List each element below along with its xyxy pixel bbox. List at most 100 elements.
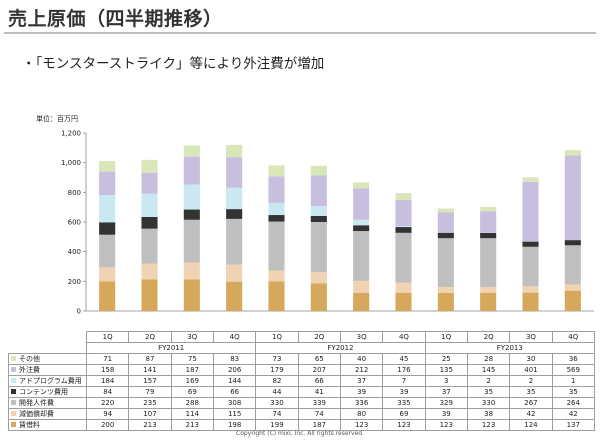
bar-segment bbox=[310, 283, 327, 311]
bar-segment bbox=[480, 238, 497, 288]
table-cell: 66 bbox=[297, 375, 341, 387]
bar-segment bbox=[226, 264, 243, 282]
table-cell: 137 bbox=[551, 419, 595, 431]
quarter-label: 1Q bbox=[85, 331, 130, 343]
table-cell: 2 bbox=[466, 375, 511, 387]
legend-swatch bbox=[11, 421, 16, 427]
bar-segment bbox=[183, 219, 200, 263]
y-tick-label: 1,200 bbox=[61, 130, 81, 138]
table-cell: 1 bbox=[551, 375, 595, 387]
bar-segment bbox=[310, 222, 327, 273]
table-row: アドプログラム費用 184 157 169 144 82 66 37 7 3 2 2 1 bbox=[8, 375, 595, 387]
bullet-text: ・「モンスターストライク」等により外注費が増加 bbox=[22, 56, 325, 72]
bar-segment bbox=[395, 193, 412, 200]
table-cell: 124 bbox=[509, 419, 553, 431]
y-tick-label: 1,000 bbox=[61, 159, 81, 167]
copyright-footer: Copyright (C) mixi, Inc. All rights rese… bbox=[236, 430, 364, 437]
quarter-label: 4Q bbox=[212, 331, 257, 343]
bar-segment bbox=[141, 216, 158, 229]
table-cell: 36 bbox=[551, 353, 595, 365]
table-cell: 198 bbox=[212, 419, 257, 431]
bar-segment bbox=[437, 292, 454, 311]
table-cell: 569 bbox=[551, 364, 595, 376]
table-cell: 79 bbox=[128, 386, 172, 398]
fiscal-year-label: FY2013 bbox=[424, 342, 595, 354]
title-divider bbox=[4, 32, 596, 34]
table-cell: 187 bbox=[170, 364, 214, 376]
y-tick-label: 200 bbox=[68, 278, 81, 286]
table-cell: 39 bbox=[424, 408, 468, 420]
y-tick-label: 800 bbox=[68, 189, 81, 197]
bar-segment bbox=[564, 155, 581, 240]
bar-segment bbox=[226, 209, 243, 219]
bar-segment bbox=[564, 290, 581, 311]
stacked-bar-chart: 単位：百万円 0 200 400 600 800 1,000 1,200 bbox=[36, 114, 594, 316]
series-label: 賃借料 bbox=[8, 419, 87, 431]
table-cell: 42 bbox=[551, 408, 595, 420]
bar-segment bbox=[141, 193, 158, 217]
bar-segment bbox=[99, 195, 116, 223]
quarter-label: 3Q bbox=[509, 331, 553, 343]
legend-swatch bbox=[11, 366, 16, 372]
bar-segment bbox=[268, 281, 285, 311]
table-cell: 69 bbox=[382, 408, 426, 420]
bar-segment bbox=[226, 218, 243, 265]
table-cell: 335 bbox=[382, 397, 426, 409]
bar-segment bbox=[480, 207, 497, 212]
quarter-label: 4Q bbox=[551, 331, 595, 343]
table-cell: 207 bbox=[297, 364, 341, 376]
table-header-blank bbox=[8, 331, 87, 343]
bar-segment bbox=[226, 157, 243, 188]
quarter-label: 1Q bbox=[424, 331, 468, 343]
series-name: 減価償却費 bbox=[19, 409, 54, 418]
bar-segment bbox=[310, 175, 327, 207]
table-cell: 35 bbox=[466, 386, 511, 398]
bar-segment bbox=[522, 292, 539, 311]
table-cell: 87 bbox=[128, 353, 172, 365]
bar-segment bbox=[268, 165, 285, 177]
series-label: 外注費 bbox=[8, 364, 87, 376]
legend-swatch bbox=[11, 410, 16, 416]
bar-segment bbox=[268, 221, 285, 271]
table-row: 減価償却費 94 107 114 115 74 74 80 69 39 38 42 42 bbox=[8, 408, 595, 420]
bar-segment bbox=[353, 188, 370, 220]
bar-segment bbox=[522, 246, 539, 287]
bar-segment bbox=[437, 208, 454, 213]
table-cell: 212 bbox=[339, 364, 384, 376]
table-cell: 141 bbox=[128, 364, 172, 376]
table-cell: 37 bbox=[424, 386, 468, 398]
table-cell: 71 bbox=[85, 353, 130, 365]
table-cell: 187 bbox=[297, 419, 341, 431]
table-cell: 123 bbox=[424, 419, 468, 431]
table-cell: 200 bbox=[85, 419, 130, 431]
table-cell: 145 bbox=[466, 364, 511, 376]
table-cell: 123 bbox=[382, 419, 426, 431]
bar-segment bbox=[564, 150, 581, 156]
table-row: 外注費 158 141 187 206 179 207 212 176 135 145 401 569 bbox=[8, 364, 595, 376]
legend-swatch bbox=[11, 399, 16, 405]
table-row: その他 71 87 75 83 73 65 40 45 25 28 30 36 bbox=[8, 353, 595, 365]
bar-segment bbox=[522, 177, 539, 182]
slide-title: 売上原価（四半期推移） bbox=[8, 8, 223, 30]
quarter-label: 2Q bbox=[128, 331, 172, 343]
table-row-years: FY2011 FY2012 FY2013 bbox=[8, 342, 595, 354]
table-cell: 40 bbox=[339, 353, 384, 365]
quarter-label: 2Q bbox=[297, 331, 341, 343]
bar-segment bbox=[437, 232, 454, 239]
bar-segment bbox=[141, 228, 158, 264]
legend-swatch bbox=[11, 388, 16, 394]
series-label: 減価償却費 bbox=[8, 408, 87, 420]
table-cell: 123 bbox=[339, 419, 384, 431]
bar-segment bbox=[268, 202, 285, 216]
table-cell: 176 bbox=[382, 364, 426, 376]
series-label: アドプログラム費用 bbox=[8, 375, 87, 387]
table-cell: 65 bbox=[297, 353, 341, 365]
table-cell: 267 bbox=[509, 397, 553, 409]
bar-segment bbox=[353, 225, 370, 232]
bar-segment bbox=[564, 240, 581, 246]
table-cell: 38 bbox=[466, 408, 511, 420]
unit-label: 単位：百万円 bbox=[36, 114, 78, 123]
bar-segment bbox=[564, 284, 581, 291]
bar-segment bbox=[395, 232, 412, 283]
y-tick-label: 400 bbox=[68, 248, 81, 256]
